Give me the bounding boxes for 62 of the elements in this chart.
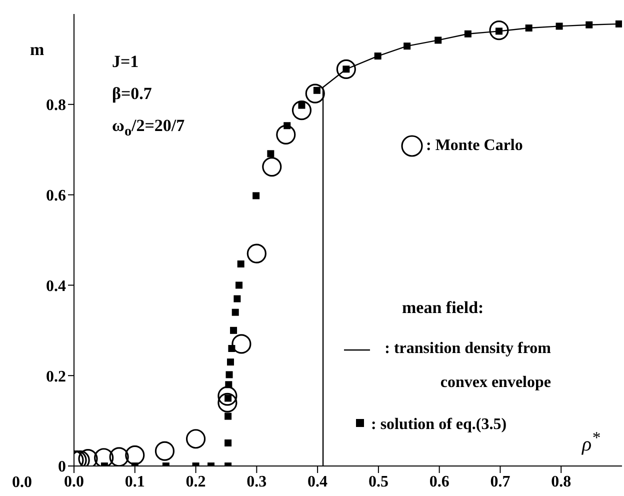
point [224,439,232,446]
y-tick-label: 0 [58,458,66,476]
point [186,429,206,449]
point [374,52,382,60]
point [464,30,472,38]
annotation: J=1 [112,52,140,72]
x-tick-label: 0.2 [186,473,206,490]
point [292,100,312,120]
point [109,447,129,466]
point [228,344,236,352]
annotation: β=0.7 [112,84,153,104]
x-tick-label: 0.4 [308,473,328,490]
point [230,326,238,334]
point [262,156,282,177]
x-tick-label: 0.0 [64,473,84,490]
x-tick-label: 0.1 [124,473,145,490]
point [78,448,98,466]
point [336,59,356,79]
legend-label: : transition density from convex envelope [384,339,551,393]
y-tick-label: 0.2 [46,368,66,386]
y-tick-label: 0.4 [46,278,66,295]
point [615,20,622,28]
point [234,295,241,302]
point [556,22,563,30]
point [246,244,266,264]
point [586,21,593,28]
legend-label: : solution of eq.(3.5) [371,415,507,435]
x-axis-title: ρ$^{*}$ [582,428,600,457]
x-tick-label: 0.6 [429,473,450,490]
point [252,192,260,200]
point [489,20,509,40]
point [434,36,442,44]
point [154,441,175,461]
point [267,150,274,158]
x-tick-label: 0.3 [246,473,267,490]
point [298,102,306,109]
point [237,260,244,268]
point [276,124,296,144]
legend-title: mean field: [402,298,485,318]
point [218,386,238,406]
x-tick-label: 0.7 [490,473,510,490]
point [232,308,239,316]
y-axis-title: m [30,40,44,60]
point [236,282,243,289]
point [404,42,411,50]
point [224,412,232,420]
legend-label: : Monte Carlo [426,137,523,155]
point [232,334,252,354]
point [305,84,325,104]
point [125,445,145,465]
point [218,392,238,413]
point [226,371,233,378]
x-tick-label: 0.5 [368,473,388,490]
point [525,24,532,32]
point [225,381,232,388]
point [226,358,234,366]
y-tick-label: 0.8 [46,97,66,114]
y-tick-label: 0.6 [46,187,66,204]
point [94,448,114,466]
x-tick-label: 0.8 [551,473,572,490]
point [284,122,291,130]
annotation: ω$_{o}$/2=20/7 [112,116,185,140]
